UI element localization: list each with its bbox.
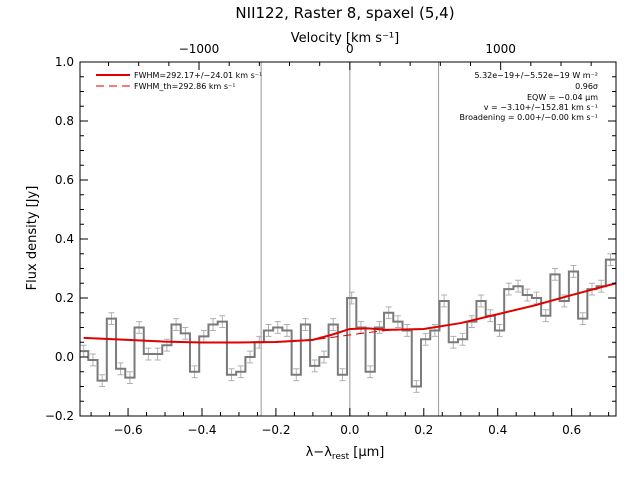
legend-entry-fit-th: FWHM_th=292.86 km s⁻¹ [134,82,235,91]
top-tick-label: 1000 [485,42,516,56]
legend-entry-fit: FWHM=292.17+/−24.01 km s⁻¹ [134,71,262,80]
x-tick-label: 0.4 [488,423,507,437]
x-tick-label: 0.2 [414,423,433,437]
y-tick-label: 0.6 [55,173,74,187]
top-axis-label: Velocity [km s⁻¹] [291,31,399,46]
chart-title: NII122, Raster 8, spaxel (5,4) [235,4,454,22]
annotation-flux: 5.32e−19+/−5.52e−19 W m⁻² [474,71,598,80]
y-tick-label: 0.2 [55,291,74,305]
legend: FWHM=292.17+/−24.01 km s⁻¹ FWHM_th=292.8… [96,71,262,91]
fit-series [83,282,617,344]
top-tick-label: −1000 [179,42,220,56]
x-tick-label: 0.6 [562,423,581,437]
y-axis-label: Flux density [Jy] [25,186,40,291]
x-tick-label: 0.0 [340,423,359,437]
y-tick-label: −0.2 [45,409,74,423]
x-tick-label: −0.6 [113,423,142,437]
plot-area: −0.6 −0.4 −0.2 0.0 0.2 0.4 0.6 −1000 0 1000 −0.2 0.… [45,42,617,437]
x-axis-label: λ−λrest [μm] [306,445,385,462]
x-tick-label: −0.2 [261,423,290,437]
y-tick-label: 0.4 [55,232,74,246]
fit-annotations: 5.32e−19+/−5.52e−19 W m⁻² 0.96σ EQW = −0… [460,71,599,122]
y-tick-label: 1.0 [55,55,74,69]
x-tick-label: −0.4 [187,423,216,437]
annotation-eqw: EQW = −0.04 μm [527,93,598,102]
annotation-velocity: v = −3.10+/−152.81 km s⁻¹ [484,103,598,112]
top-tick-label: 0 [346,42,354,56]
y-tick-label: 0.8 [55,114,74,128]
y-tick-label: 0.0 [55,350,74,364]
spectrum-series [80,258,616,388]
annotation-sigma: 0.96σ [575,82,598,91]
annotation-broadening: Broadening = 0.00+/−0.00 km s⁻¹ [460,113,598,122]
